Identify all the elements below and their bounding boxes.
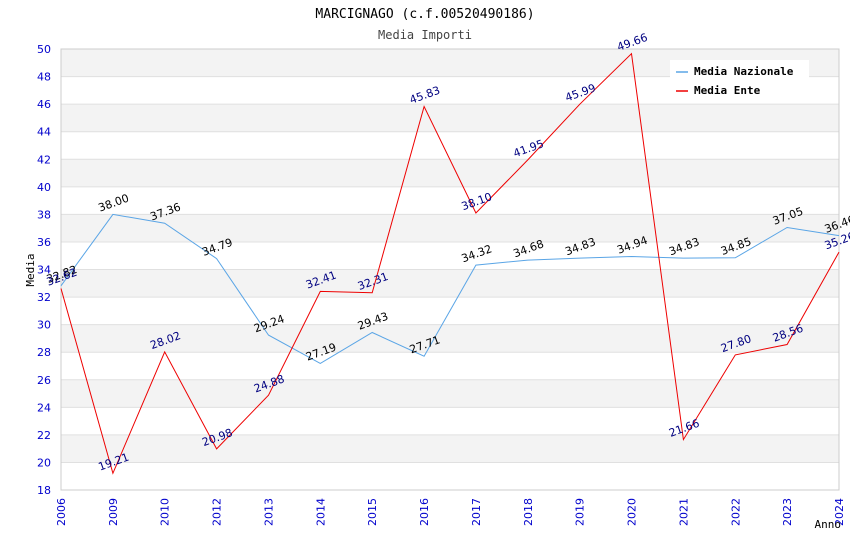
x-tick-label: 2021 bbox=[677, 498, 690, 526]
y-tick-label: 34 bbox=[37, 264, 51, 277]
plot-band bbox=[61, 159, 839, 187]
y-tick-label: 18 bbox=[37, 484, 51, 497]
x-tick-label: 2022 bbox=[729, 498, 742, 526]
chart-title: MARCIGNAGO (c.f.00520490186) bbox=[315, 7, 534, 22]
x-axis-label: Anno bbox=[815, 518, 842, 531]
x-tick-label: 2020 bbox=[626, 498, 639, 526]
series-line-ente bbox=[60, 52, 840, 475]
y-tick-label: 44 bbox=[37, 126, 51, 139]
y-tick-label: 50 bbox=[37, 43, 51, 56]
x-tick-label: 2009 bbox=[107, 498, 120, 526]
plot-background-bands bbox=[61, 49, 839, 490]
legend-label-ente: Media Ente bbox=[694, 84, 761, 97]
series-line-nazionale bbox=[60, 213, 840, 364]
y-axis-ticks: 18 20 22 24 26 28 30 32 34 36 38 40 42 44 46 48 50 bbox=[37, 43, 51, 497]
plot-band bbox=[61, 379, 839, 408]
plot-band bbox=[61, 214, 839, 242]
plot-band bbox=[61, 407, 839, 435]
y-tick-label: 30 bbox=[37, 319, 51, 332]
y-tick-label: 32 bbox=[37, 291, 51, 304]
x-tick-label: 2024 bbox=[833, 498, 846, 526]
plot-band bbox=[61, 434, 839, 463]
plot-border bbox=[60, 48, 840, 491]
x-tick-label: 2015 bbox=[366, 498, 379, 526]
y-tick-label: 46 bbox=[37, 98, 51, 111]
plot-band bbox=[61, 186, 839, 215]
x-tick-label: 2018 bbox=[522, 498, 535, 526]
plot-band bbox=[61, 352, 839, 380]
y-tick-label: 26 bbox=[37, 374, 51, 387]
legend: Media Nazionale Media Ente bbox=[670, 60, 809, 102]
x-tick-label: 2016 bbox=[418, 498, 431, 526]
x-tick-label: 2012 bbox=[211, 498, 224, 526]
legend-label-nazionale: Media Nazionale bbox=[694, 65, 794, 78]
x-tick-label: 2006 bbox=[55, 498, 68, 526]
plot-band bbox=[61, 241, 839, 270]
y-tick-label: 36 bbox=[37, 236, 51, 249]
y-axis-label: Media bbox=[24, 253, 37, 286]
y-tick-label: 40 bbox=[37, 181, 51, 194]
y-tick-label: 22 bbox=[37, 429, 51, 442]
chart-subtitle: Media Importi bbox=[378, 28, 472, 42]
x-tick-label: 2017 bbox=[470, 498, 483, 526]
plot-band bbox=[61, 462, 839, 490]
y-tick-label: 38 bbox=[37, 208, 51, 221]
plot-band bbox=[61, 324, 839, 353]
plot-band bbox=[61, 104, 839, 132]
x-tick-label: 2014 bbox=[314, 498, 327, 526]
x-tick-label: 2023 bbox=[781, 498, 794, 526]
y-tick-label: 48 bbox=[37, 71, 51, 84]
x-tick-label: 2013 bbox=[262, 498, 275, 526]
legend-box bbox=[670, 60, 809, 102]
x-axis-ticks: 2006 2009 2010 2012 2013 2014 2015 2016 2017 2018… bbox=[55, 498, 846, 526]
x-tick-label: 2019 bbox=[574, 498, 587, 526]
y-tick-label: 24 bbox=[37, 401, 51, 414]
plot-band bbox=[61, 269, 839, 298]
x-tick-label: 2010 bbox=[159, 498, 172, 526]
plot-band bbox=[61, 131, 839, 160]
series-lines bbox=[60, 52, 840, 475]
y-tick-label: 28 bbox=[37, 346, 51, 359]
y-tick-label: 42 bbox=[37, 153, 51, 166]
y-tick-label: 20 bbox=[37, 456, 51, 469]
